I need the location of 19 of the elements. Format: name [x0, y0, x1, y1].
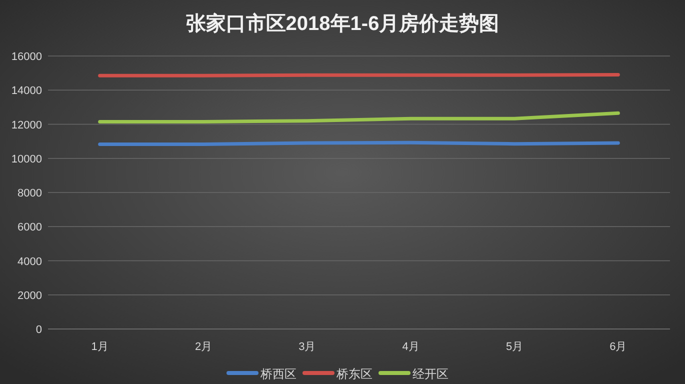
legend-label: 桥东区 [336, 367, 372, 381]
legend-label: 经开区 [412, 367, 448, 381]
legend-label: 桥西区 [260, 367, 296, 381]
chart-title: 张家口市区2018年1-6月房价走势图 [186, 12, 500, 35]
y-tick-label: 4000 [18, 256, 42, 268]
y-tick-label: 0 [36, 324, 42, 336]
y-tick-label: 14000 [11, 85, 42, 98]
y-tick-label: 10000 [11, 153, 42, 166]
x-tick-label: 6月 [610, 341, 627, 353]
y-tick-label: 16000 [11, 51, 42, 63]
x-tick-label: 5月 [506, 341, 524, 353]
x-tick-label: 4月 [402, 341, 420, 353]
x-tick-label: 1月 [91, 341, 108, 353]
x-tick-label: 2月 [194, 341, 212, 353]
y-tick-label: 12000 [11, 119, 42, 132]
x-tick-label: 3月 [298, 341, 316, 353]
y-tick-label: 6000 [18, 222, 42, 234]
y-tick-label: 8000 [18, 188, 42, 200]
y-tick-label: 2000 [18, 290, 42, 302]
